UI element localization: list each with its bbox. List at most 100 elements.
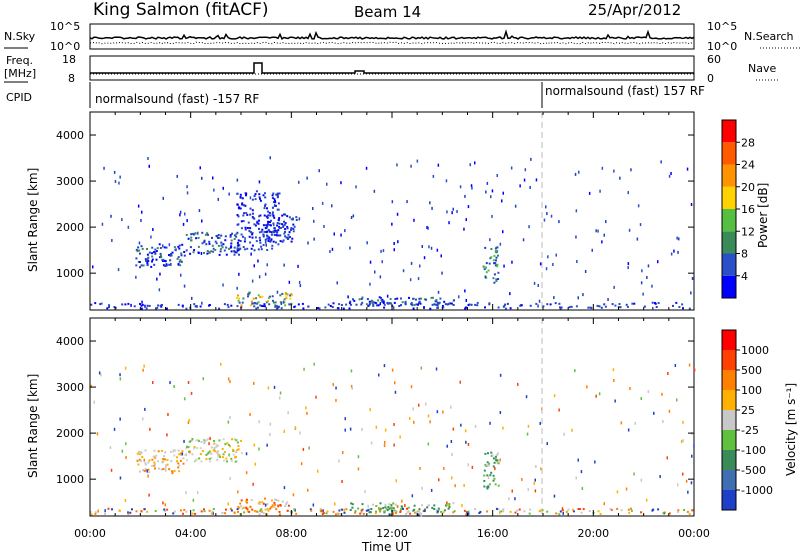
echo-cell [183,284,186,288]
echo-cell [256,221,259,224]
echo-cell [657,302,660,304]
echo-cell [160,304,163,306]
echo-cell [348,307,351,310]
echo-cell [290,229,292,231]
echo-cell [179,213,181,217]
echo-cell [269,506,272,509]
echo-cell [222,243,225,246]
echo-cell [169,450,172,453]
echo-cell [613,379,615,382]
echo-cell [104,509,106,513]
echo-cell [398,305,401,307]
echo-cell [140,307,143,310]
echo-cell [206,232,209,235]
echo-cell [218,307,221,310]
echo-cell [190,233,193,236]
echo-cell [164,265,167,267]
echo-cell [94,511,97,514]
echo-cell [369,260,372,264]
echo-cell [274,301,277,304]
echo-cell [382,249,385,253]
echo-cell [152,228,154,231]
echo-cell [340,304,343,306]
echo-cell [600,306,603,309]
echo-cell [210,512,213,515]
echo-cell [287,236,290,239]
echo-cell [271,295,274,298]
echo-cell [250,498,253,501]
echo-cell [154,456,156,459]
echo-cell [493,273,496,276]
echo-cell [211,236,213,239]
echo-cell [404,513,407,516]
echo-cell [558,302,561,305]
echo-cell [264,497,266,500]
echo-cell [419,466,421,470]
y-tick-label: 4000 [56,335,84,348]
echo-cell [361,503,364,506]
echo-cell [242,204,245,207]
echo-cell [260,245,263,248]
echo-cell [143,470,146,472]
echo-cell [272,201,275,204]
echo-cell [523,178,526,182]
echo-cell [452,304,455,306]
echo-cell [184,212,186,216]
echo-cell [390,508,393,511]
echo-cell [246,501,249,504]
echo-cell [208,442,210,446]
echo-cell [208,240,211,243]
echo-cell [273,506,276,508]
echo-cell [448,503,451,506]
echo-cell [279,234,282,237]
echo-cell [257,248,260,251]
echo-cell [127,302,130,305]
echo-cell [386,301,389,304]
echo-cell [154,251,157,255]
echo-cell [263,303,266,306]
echo-cell [401,499,403,503]
echo-cell [178,470,181,473]
velocity-colorbar-color-step [722,350,736,370]
echo-cell [233,253,236,256]
echo-cell [268,230,271,233]
echo-cell [323,225,325,228]
echo-cell [625,487,628,491]
echo-cell [430,296,433,299]
echo-cell [266,503,269,506]
echo-cell [239,207,242,210]
echo-cell [541,509,544,512]
echo-cell [140,245,143,248]
echo-cell [484,452,487,455]
echo-cell [159,256,162,259]
echo-cell [274,503,277,506]
echo-cell [660,160,662,164]
echo-cell [394,381,396,385]
echo-cell [180,260,183,263]
echo-cell [344,229,346,233]
echo-cell [435,509,438,512]
echo-cell [214,240,217,243]
echo-cell [213,440,215,442]
echo-cell [166,508,169,511]
echo-cell [158,467,161,470]
echo-cell [271,247,274,250]
echo-cell [162,260,164,262]
echo-cell [502,510,505,513]
echo-cell [90,513,93,516]
echo-cell [691,509,694,512]
echo-cell [499,411,502,414]
echo-cell [487,464,490,467]
echo-cell [236,286,238,290]
echo-cell [303,367,305,371]
echo-cell [279,227,282,229]
echo-cell [249,227,252,230]
echo-cell [365,303,368,306]
echo-cell [221,246,224,249]
echo-cell [272,214,275,217]
echo-cell [264,196,267,199]
echo-cell [285,296,288,299]
echo-cell [176,460,178,463]
echo-cell [349,300,352,303]
echo-cell [181,304,184,307]
